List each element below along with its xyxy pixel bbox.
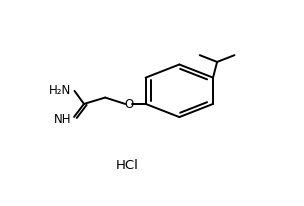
Text: HCl: HCl	[116, 158, 139, 171]
Text: O: O	[124, 98, 133, 111]
Text: NH: NH	[54, 112, 71, 125]
Text: H₂N: H₂N	[49, 83, 71, 96]
